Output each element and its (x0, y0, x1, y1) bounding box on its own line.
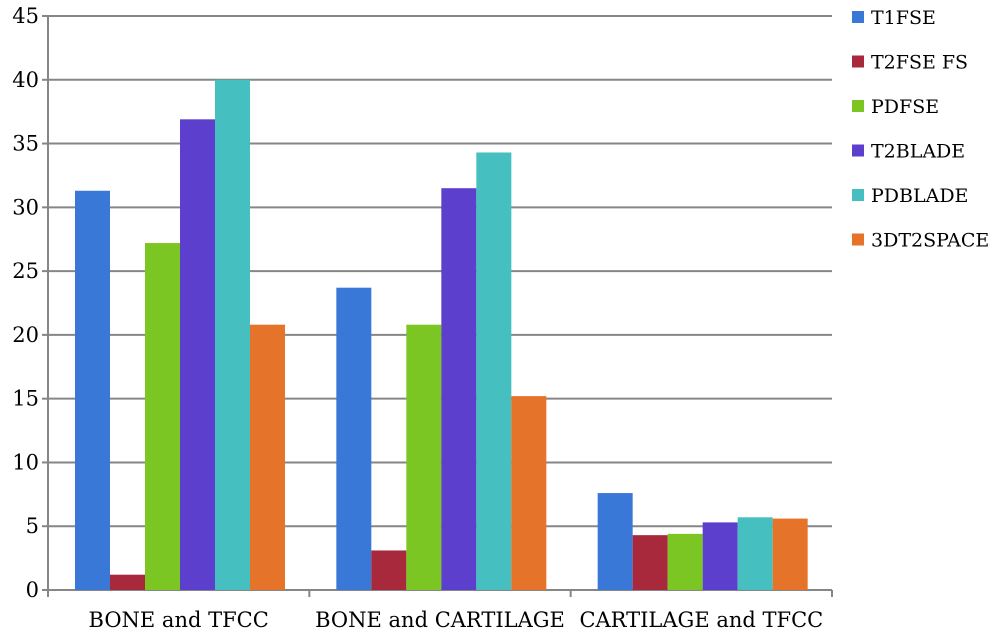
legend-swatch (852, 100, 864, 112)
y-axis-tick-label: 40 (12, 68, 39, 92)
legend-label: PDBLADE (871, 185, 968, 207)
legend-swatch (852, 189, 864, 201)
bar-pdfse-1 (406, 324, 442, 590)
legend-label: PDFSE (871, 96, 939, 118)
legend-swatch (852, 144, 864, 157)
y-axis-tick-label: 15 (12, 387, 39, 411)
bar-pdfse-0 (145, 243, 180, 590)
bar-t1fse-2 (597, 493, 633, 590)
legend-label: 3DT2SPACE (871, 230, 989, 252)
y-axis-tick-label: 0 (26, 578, 39, 602)
legend-item: T2BLADE (852, 141, 965, 163)
bar-t2fse-fs-1 (371, 550, 407, 590)
x-axis-tick-labels: BONE and TFCC BONE and CARTILAGE CARTILAGE… (89, 608, 824, 632)
legend-item: T1FSE (852, 7, 936, 29)
y-axis-tick-label: 10 (12, 450, 39, 474)
legend-item: T2FSE FS (852, 52, 968, 74)
legend-item: PDFSE (852, 96, 939, 118)
bar-pdblade-1 (476, 152, 512, 591)
bar-pdblade-0 (215, 79, 250, 591)
bar-pdblade-2 (737, 517, 773, 590)
bar-t2fse-fs-0 (110, 574, 145, 590)
bar-3dt2space-0 (250, 324, 285, 590)
bar-t2blade-1 (441, 188, 477, 590)
bar-t2blade-0 (180, 119, 215, 590)
legend-item: 3DT2SPACE (852, 230, 989, 252)
bars (75, 79, 808, 591)
bar-t2fse-fs-2 (632, 535, 668, 590)
x-axis-category-label: BONE and CARTILAGE (315, 608, 565, 632)
y-axis-tick-label: 20 (12, 323, 39, 347)
legend: T1FSE T2FSE FS PDFSE T2BLADE PDBLADE 3DT2SPAC… (852, 7, 989, 252)
legend-swatch (852, 11, 864, 23)
bar-pdfse-2 (667, 533, 703, 590)
bar-3dt2space-1 (511, 396, 547, 590)
y-axis-tick-label: 30 (12, 195, 39, 219)
legend-label: T2FSE FS (871, 52, 968, 74)
y-axis-tick-label: 5 (26, 514, 39, 538)
y-axis-tick-labels: 0 5 10 15 20 25 30 35 40 45 (12, 4, 39, 602)
legend-item: PDBLADE (852, 185, 968, 207)
legend-swatch (852, 55, 864, 68)
bar-t1fse-0 (75, 190, 110, 591)
legend-label: T2BLADE (871, 141, 965, 163)
bar-3dt2space-2 (772, 518, 808, 590)
y-axis-tick-label: 25 (12, 259, 39, 283)
x-axis-category-label: CARTILAGE and TFCC (579, 608, 823, 632)
y-axis-tick-label: 35 (12, 132, 39, 156)
x-axis-category-label: BONE and TFCC (89, 608, 269, 632)
legend-swatch (852, 233, 864, 246)
bar-t1fse-1 (336, 287, 372, 590)
legend-label: T1FSE (871, 7, 936, 29)
y-axis-tick-label: 45 (12, 4, 39, 28)
bar-t2blade-2 (702, 522, 738, 590)
